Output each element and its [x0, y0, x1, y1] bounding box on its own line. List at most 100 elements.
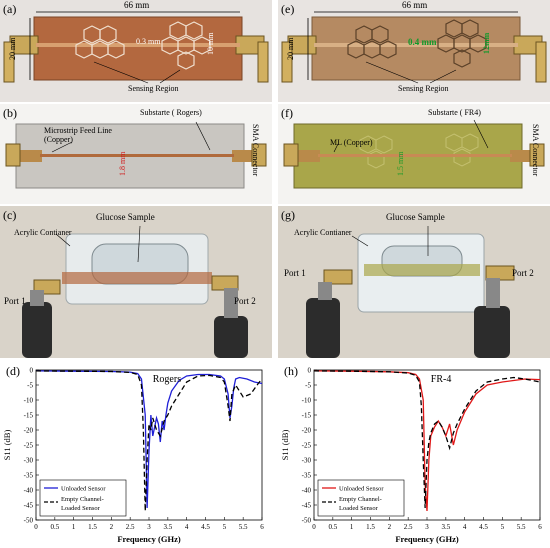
y-tick-label: -10 [302, 397, 312, 405]
substrate-label: Substarte ( Rogers) [140, 108, 202, 117]
connector-label: SMA Connector [251, 124, 260, 177]
legend-label-unloaded: Unloaded Sensor [61, 486, 106, 493]
x-tick-label: 6 [538, 523, 542, 531]
fr4-container-photo [278, 206, 550, 358]
panel-label: (f) [281, 106, 293, 120]
y-tick-label: -45 [302, 502, 312, 510]
panel-f-photo: (f) ML (Copper) Substarte ( FR4) 1.5 mm … [278, 104, 550, 204]
x-tick-label: 3 [147, 523, 151, 531]
substrate-annotation: FR-4 [431, 374, 452, 385]
y-axis-label: S11 (dB) [280, 430, 290, 461]
y-tick-label: -50 [24, 517, 34, 525]
width-dimension: 66 mm [124, 0, 150, 10]
x-tick-label: 5.5 [517, 523, 526, 531]
gap-dimension: 0.4 mm [408, 37, 437, 47]
legend-label-unloaded: Unloaded Sensor [339, 486, 384, 493]
x-tick-label: 2 [388, 523, 392, 531]
x-tick-label: 2.5 [126, 523, 135, 531]
sample-label: Glucose Sample [96, 212, 155, 222]
height-dimension: 20 mm [286, 37, 295, 60]
panel-label: (e) [281, 2, 295, 16]
y-tick-label: -35 [302, 472, 312, 480]
panel-g-photo: (g) Acrylic Contianer Glucose Sample Por… [278, 206, 550, 358]
legend-box [39, 479, 127, 517]
x-tick-label: 0.5 [50, 523, 59, 531]
panel-label: (c) [3, 208, 17, 222]
panel-d-chart: (d) 0 0.5 1 1.5 2 2.5 3 3.5 4 4.5 5 5.5 6 0 -5 -10 -15 -2… [0, 362, 272, 548]
cable-left-icon [306, 269, 353, 358]
cable-right-icon [211, 275, 248, 358]
x-tick-label: 0 [312, 523, 316, 531]
y-tick-label: -40 [24, 487, 34, 495]
connector-label: SMA Connector [531, 124, 540, 177]
port-2-label: Port 2 [234, 296, 256, 306]
panel-label: (a) [3, 2, 17, 16]
y-tick-label: -45 [24, 502, 34, 510]
substrate-label: Substarte ( FR4) [428, 108, 481, 117]
rogers-board [33, 16, 243, 81]
x-tick-label: 4.5 [201, 523, 210, 531]
panel-b-photo: (b) Microstrip Feed Line (Copper) Substa… [0, 104, 272, 204]
y-tick-label: 0 [30, 367, 34, 375]
y-tick-label: -20 [24, 427, 34, 435]
loaded-sensor-series [313, 370, 541, 509]
panel-c-photo: (c) Acrylic Contianer Glucose Sample Por… [0, 206, 272, 358]
width-dimension: 66 mm [402, 0, 428, 10]
fr4-s11-chart: 0 0.5 1 1.5 2 2.5 3 3.5 4 4.5 5 5.5 6 0 -5 -10 -15 -20 -25… [280, 367, 542, 545]
line-width-label: 1.8 mm [118, 151, 127, 176]
y-tick-label: -5 [27, 382, 33, 390]
sensing-region-label: Sensing Region [128, 84, 179, 93]
panel-label: (g) [281, 208, 295, 222]
port-1-label: Port 1 [284, 268, 306, 278]
fr4-sensor-photo [278, 0, 550, 102]
y-tick-label: 0 [308, 367, 312, 375]
y-tick-label: -5 [305, 382, 311, 390]
x-axis-label: Frequency (GHz) [395, 534, 459, 544]
rogers-sensor-photo [0, 0, 272, 102]
fr4-back-photo [278, 104, 550, 204]
cell-dimension: 10 mm [206, 32, 215, 55]
height-dimension: 20 mm [8, 37, 17, 60]
microstrip-line [318, 154, 512, 157]
legend-label-loaded: Empty Channel- [339, 496, 382, 503]
hexagon-resonator-left-icon [347, 25, 397, 59]
x-tick-label: 1.5 [88, 523, 97, 531]
y-tick-label: -30 [24, 457, 34, 465]
y-tick-label: -50 [302, 517, 312, 525]
rogers-back-photo [0, 104, 272, 204]
y-tick-label: -25 [24, 442, 34, 450]
x-tick-label: 5 [223, 523, 227, 531]
x-tick-label: 2.5 [404, 523, 413, 531]
legend-label-loaded: Empty Channel- [61, 496, 104, 503]
y-tick-label: -30 [302, 457, 312, 465]
y-tick-label: -20 [302, 427, 312, 435]
line-width-label: 1.5 mm [396, 151, 405, 176]
y-tick-label: -10 [24, 397, 34, 405]
y-tick-label: -15 [302, 412, 312, 420]
x-tick-label: 4 [185, 523, 189, 531]
hexagon-resonator-right-icon [437, 19, 487, 68]
unloaded-sensor-series [313, 370, 541, 512]
x-tick-label: 4.5 [479, 523, 488, 531]
rogers-container-photo [0, 206, 272, 358]
x-tick-label: 3.5 [163, 523, 172, 531]
panel-label: (h) [284, 364, 298, 378]
legend-label-loaded-cont: Loaded Sensor [339, 505, 379, 512]
y-tick-label: -35 [24, 472, 34, 480]
loaded-sensor-series [35, 370, 263, 512]
panel-label: (d) [6, 364, 20, 378]
panel-h-chart: (h) 0 0.5 1 1.5 2 2.5 3 3.5 4 4.5 5 5.5 6 0 -5 -10 -15 -2… [278, 362, 550, 548]
y-tick-label: -25 [302, 442, 312, 450]
x-tick-label: 4 [463, 523, 467, 531]
unloaded-sensor-series [35, 370, 263, 509]
y-tick-label: -15 [24, 412, 34, 420]
container-label: Acrylic Contianer [294, 228, 352, 237]
panel-a-photo: (a) 66 mm 20 mm 0.3 mm 10 mm Sensing Reg… [0, 0, 272, 102]
substrate-annotation: Rogers [153, 374, 181, 385]
port-2-label: Port 2 [512, 268, 534, 278]
feed-line-label: ML (Copper) [330, 138, 373, 147]
microstrip-line [40, 154, 234, 157]
x-tick-label: 6 [260, 523, 264, 531]
sensing-region-label: Sensing Region [398, 84, 449, 93]
legend-label-loaded-cont: Loaded Sensor [61, 505, 101, 512]
